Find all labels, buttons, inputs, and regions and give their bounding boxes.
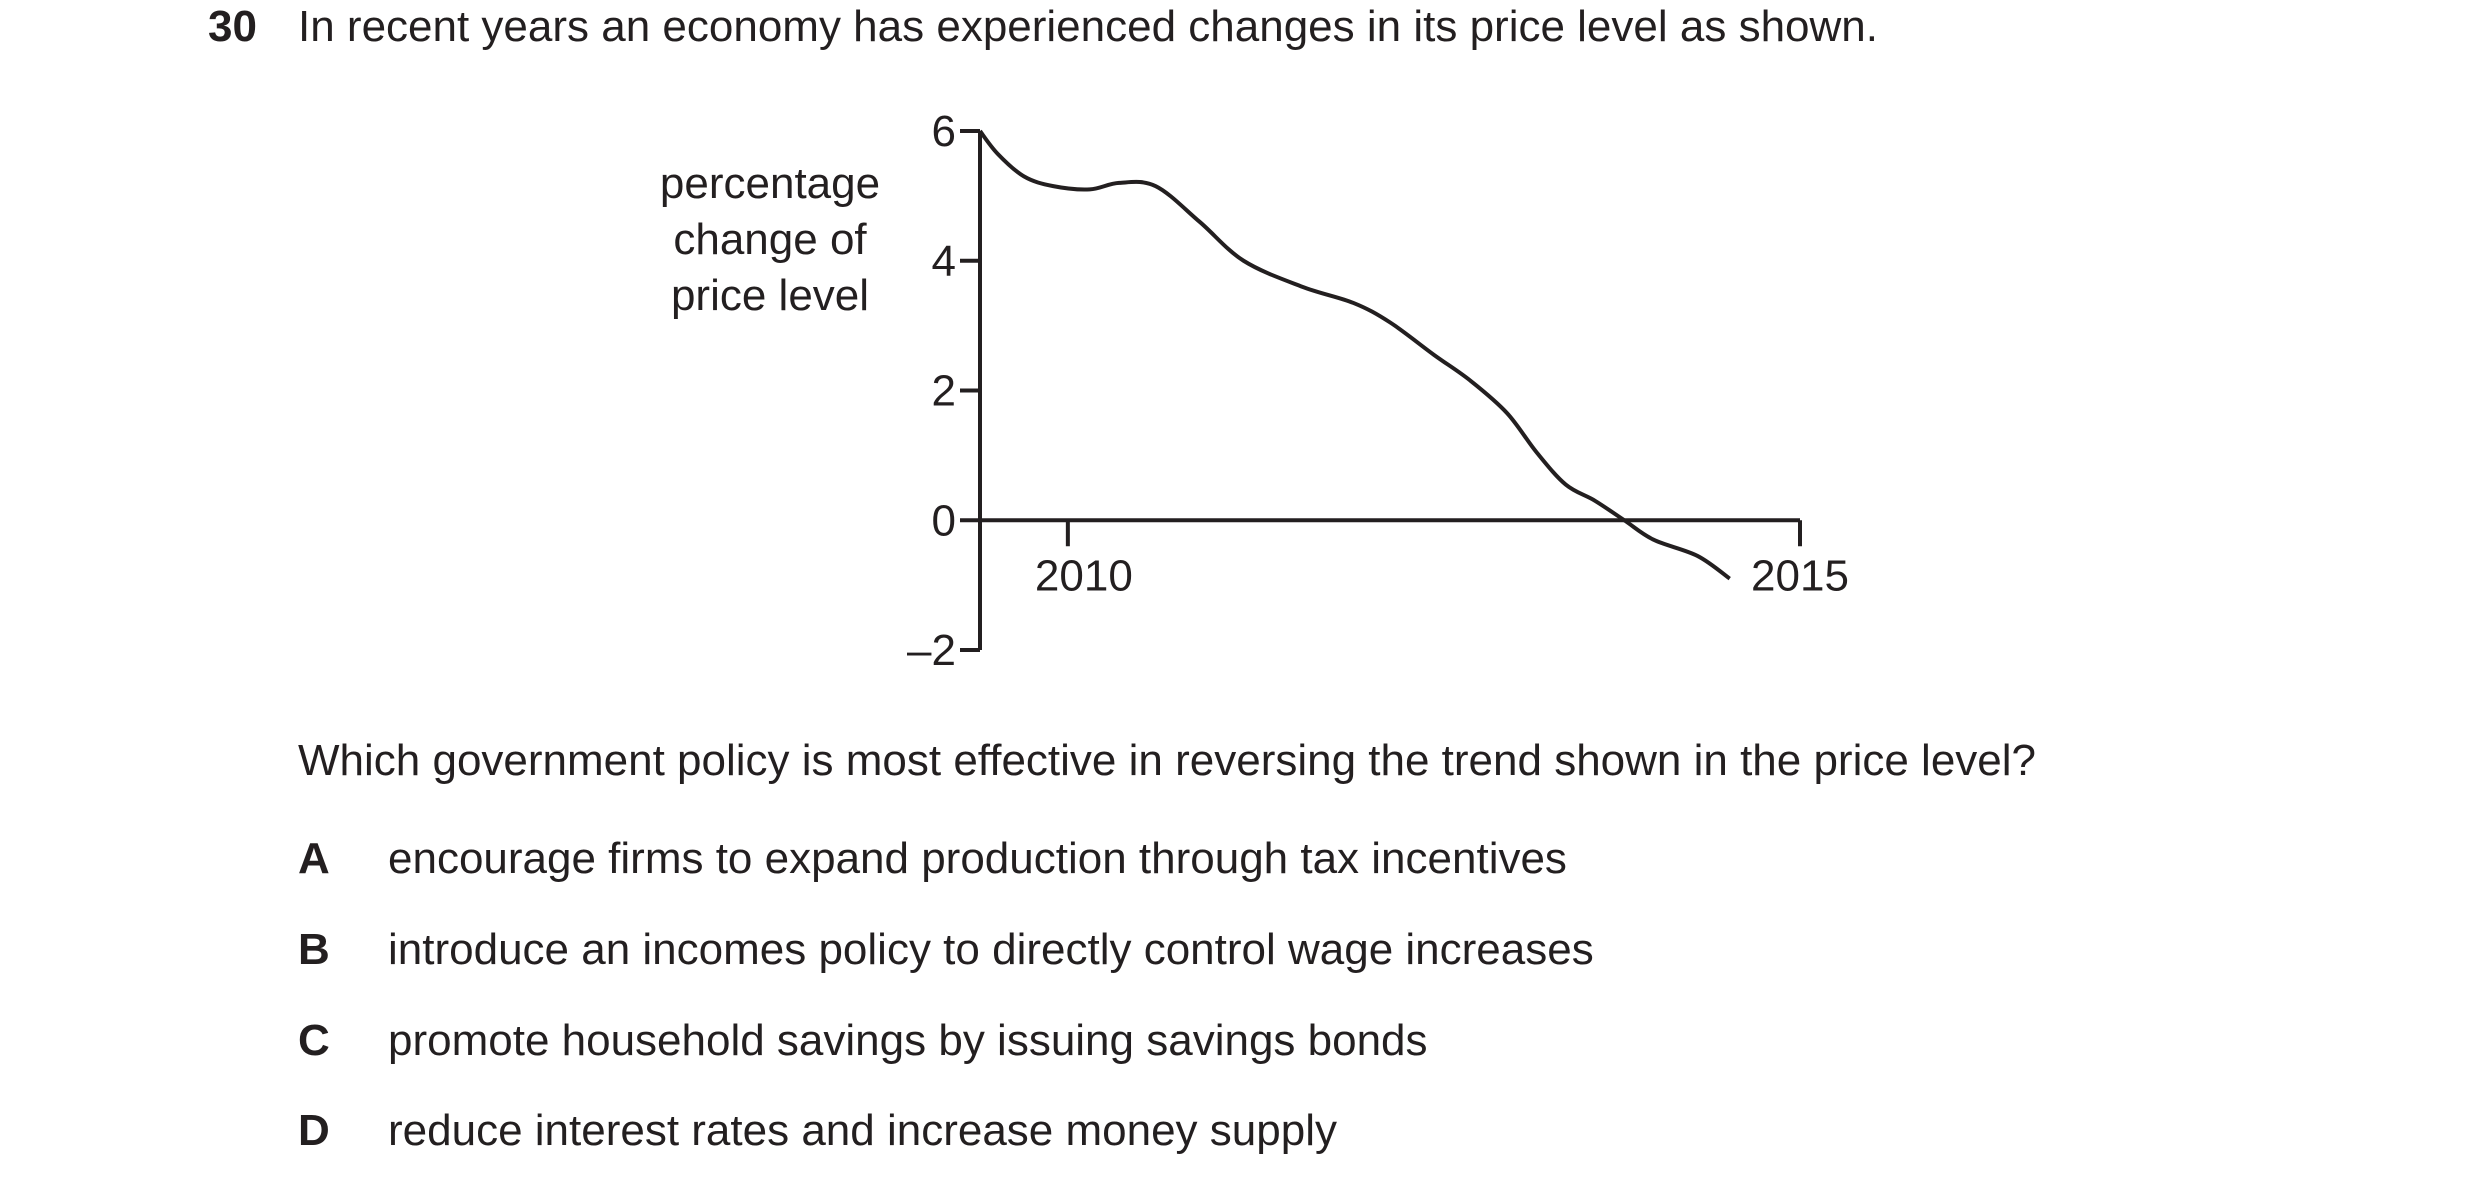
price-level-chart: 6 4 2 0 –2 2010 2015: [907, 107, 1849, 675]
y-tick-label: –2: [907, 626, 956, 675]
x-tick-label: 2010: [1035, 551, 1133, 600]
y-axis-label-line: price level: [670, 271, 870, 320]
option-letter: C: [298, 1016, 330, 1065]
option-letter: A: [298, 834, 330, 883]
option-letter: B: [298, 925, 330, 974]
question-number: 30: [208, 2, 257, 51]
option-text: encourage firms to expand production thr…: [388, 834, 1567, 883]
y-axis-label-line: percentage: [659, 159, 881, 208]
y-axis-label: percentage change of price level: [640, 156, 900, 324]
option-text: reduce interest rates and increase money…: [388, 1106, 1337, 1155]
price-level-series-line: [978, 129, 1731, 581]
x-tick-label: 2015: [1751, 551, 1849, 600]
option-text: promote household savings by issuing sav…: [388, 1016, 1428, 1065]
y-axis-label-line: change of: [673, 215, 867, 264]
question-prompt: Which government policy is most effectiv…: [298, 736, 2037, 785]
option-letter: D: [298, 1106, 330, 1155]
y-tick-label: 6: [932, 107, 956, 156]
y-tick-label: 0: [932, 496, 956, 545]
y-tick-label: 4: [932, 237, 956, 286]
option-text: introduce an incomes policy to directly …: [388, 925, 1594, 974]
y-tick-label: 2: [932, 367, 956, 416]
question-stem: In recent years an economy has experienc…: [298, 2, 1878, 51]
